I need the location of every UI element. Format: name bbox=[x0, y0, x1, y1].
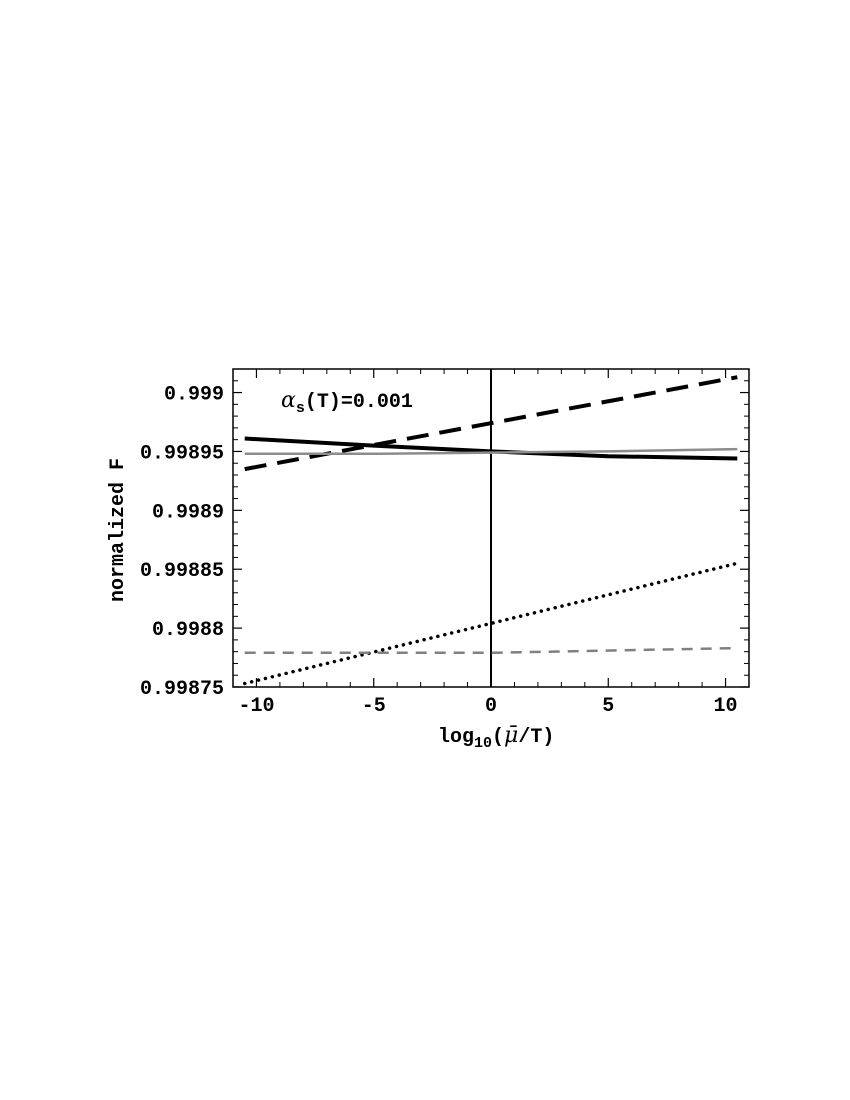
x-axis-title: log10(μ̄/T) bbox=[438, 723, 554, 752]
tick-labels-layer: -10 -5 0 5 10 0.99875 0.9988 0.99885 0.9989 0.998… bbox=[140, 384, 738, 718]
annotation-subscript: s bbox=[296, 400, 305, 417]
x-tick-label: 0 bbox=[485, 695, 497, 718]
series-line-solid-gray bbox=[244, 447, 738, 456]
x-axis-title-prefix: log bbox=[438, 726, 474, 749]
x-axis-title-subscript: 10 bbox=[474, 735, 492, 752]
y-tick-label: 0.999 bbox=[164, 384, 224, 407]
y-tick-label: 0.99885 bbox=[140, 560, 224, 583]
y-axis-title: normalized F bbox=[107, 458, 130, 602]
y-tick-label: 0.99895 bbox=[140, 442, 224, 465]
series-layer bbox=[242, 375, 740, 686]
x-tick-label: 5 bbox=[602, 695, 614, 718]
x-axis-title-open: ( bbox=[492, 726, 504, 749]
series-line-dotted-black bbox=[242, 561, 740, 686]
x-tick-label: -5 bbox=[362, 695, 386, 718]
annotation: αs(T)=0.001 bbox=[281, 388, 413, 417]
y-tick-label: 0.99875 bbox=[140, 678, 224, 701]
x-axis-title-mu: μ̄ bbox=[504, 723, 518, 748]
annotation-alpha: α bbox=[281, 388, 296, 413]
x-tick-label: 10 bbox=[714, 695, 738, 718]
x-tick-label: -10 bbox=[238, 695, 274, 718]
y-tick-label: 0.9988 bbox=[152, 619, 224, 642]
y-tick-label: 0.9989 bbox=[152, 501, 224, 524]
x-axis-title-rest: /T) bbox=[518, 726, 554, 749]
series-line-dashed-gray bbox=[244, 646, 738, 655]
ticks-layer bbox=[232, 368, 750, 688]
annotation-text: (T)=0.001 bbox=[305, 391, 413, 414]
